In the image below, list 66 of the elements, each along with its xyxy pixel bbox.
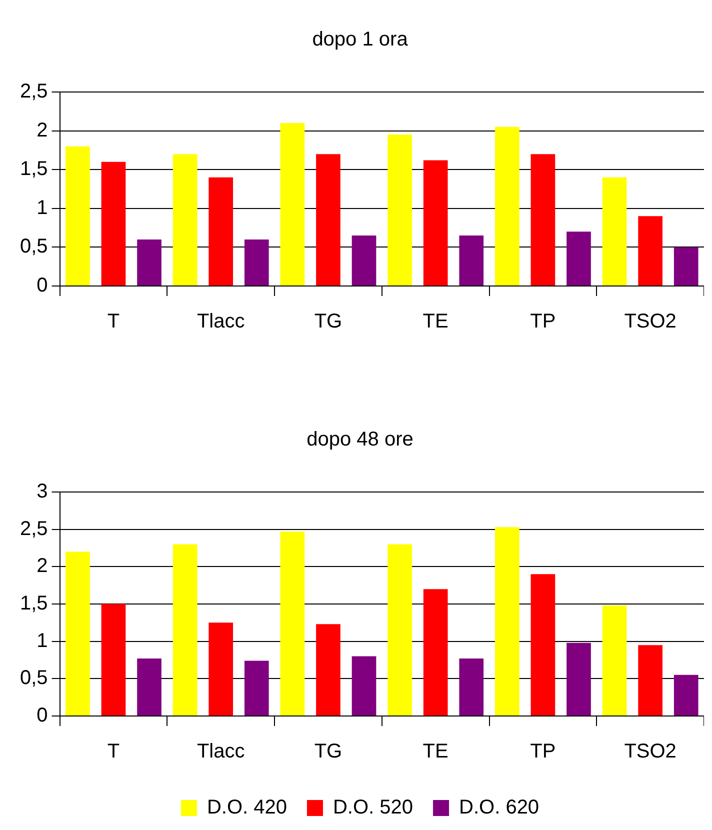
y-tick-label: 2 xyxy=(36,555,48,578)
bar xyxy=(316,624,340,716)
x-tick-label: T xyxy=(107,310,120,333)
bar xyxy=(137,239,162,286)
chart-title: dopo 1 ora xyxy=(312,28,409,51)
bar xyxy=(566,232,591,286)
y-tick-label: 0,5 xyxy=(20,667,48,690)
bar xyxy=(566,642,591,716)
bar xyxy=(674,247,698,286)
x-tick-label: Tlacc xyxy=(196,310,245,333)
bar xyxy=(244,660,269,716)
bar xyxy=(423,160,448,286)
bar xyxy=(66,552,90,716)
bar xyxy=(602,605,627,716)
y-tick-label: 2,5 xyxy=(20,518,48,540)
bar xyxy=(101,162,126,286)
y-tick-label: 2 xyxy=(36,119,48,142)
legend-label: D.O. 420 xyxy=(206,796,287,819)
y-tick-label: 1,5 xyxy=(20,158,48,180)
bar xyxy=(638,216,662,286)
bar xyxy=(172,544,198,716)
x-tick-label: TE xyxy=(422,740,448,763)
bar xyxy=(352,236,376,286)
bar xyxy=(208,177,234,286)
bar xyxy=(494,527,520,716)
legend-label: D.O. 520 xyxy=(332,796,414,819)
y-tick-label: 0 xyxy=(36,274,48,297)
bar xyxy=(172,154,198,286)
x-tick-label: T xyxy=(107,740,120,763)
bar xyxy=(423,589,448,716)
bar xyxy=(388,544,412,716)
bar xyxy=(137,658,162,716)
y-tick-label: 1 xyxy=(36,196,48,219)
bar xyxy=(638,645,662,716)
y-tick-label: 0,5 xyxy=(20,236,48,258)
bar xyxy=(208,622,234,716)
bar xyxy=(674,674,698,716)
y-tick-label: 3 xyxy=(36,480,48,503)
bar xyxy=(101,604,126,716)
x-tick-label: TP xyxy=(530,310,556,333)
chart-title: dopo 48 ore xyxy=(306,428,414,451)
x-tick-label: Tlacc xyxy=(196,740,245,763)
x-tick-label: TG xyxy=(314,310,342,333)
y-tick-label: 0 xyxy=(36,704,48,727)
x-tick-label: TE xyxy=(422,310,448,333)
x-tick-label: TG xyxy=(314,740,342,763)
bar xyxy=(494,126,520,286)
bar xyxy=(530,154,556,286)
bar xyxy=(388,134,412,286)
bar xyxy=(66,146,90,286)
x-tick-label: TSO2 xyxy=(624,740,676,763)
x-tick-label: TSO2 xyxy=(624,310,676,333)
bar xyxy=(280,123,305,286)
y-tick-label: 1 xyxy=(36,630,48,652)
x-tick-label: TP xyxy=(530,740,556,763)
bar xyxy=(459,236,484,286)
bar xyxy=(530,574,556,716)
y-tick-label: 1,5 xyxy=(20,592,48,615)
bar xyxy=(244,239,269,286)
bar xyxy=(352,656,376,716)
bar xyxy=(459,658,484,716)
bar xyxy=(280,532,305,716)
bar xyxy=(316,154,340,286)
y-tick-label: 2,5 xyxy=(20,80,48,103)
bar xyxy=(602,177,627,286)
legend-label: D.O. 620 xyxy=(459,796,540,819)
